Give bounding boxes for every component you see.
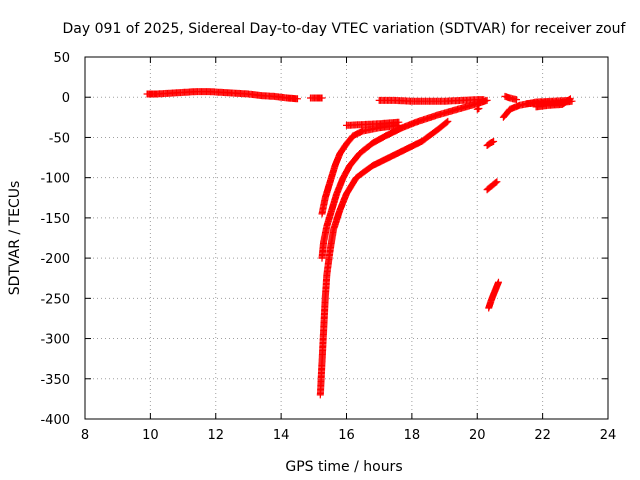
y-axis-title: SDTVAR / TECUs: [7, 181, 23, 296]
data-point-markers: [343, 118, 403, 129]
data-point-markers: [532, 95, 574, 111]
series-arc-b: [307, 94, 326, 102]
series-arc-k: [485, 278, 502, 312]
series-arc-o: [532, 95, 574, 111]
x-tick-label: 8: [81, 428, 89, 443]
y-tick-label: -350: [40, 373, 70, 388]
y-tick-label: 0: [62, 91, 70, 106]
data-point-markers: [318, 96, 491, 262]
series-arc-h: [473, 105, 483, 113]
grid-lines: [85, 57, 608, 419]
y-tick-label: -150: [40, 212, 70, 227]
data-point-markers: [143, 88, 301, 103]
x-tick-label: 20: [469, 428, 486, 443]
data-point-markers: [501, 92, 520, 104]
series-arc-j: [483, 178, 501, 194]
series-arc-d: [318, 96, 491, 262]
series-arc-l: [501, 92, 520, 104]
data-point-markers: [318, 121, 403, 218]
y-tick-label: -50: [49, 131, 70, 146]
series-arc-c: [316, 117, 452, 399]
x-axis-title: GPS time / hours: [285, 459, 402, 475]
x-tick-label: 14: [273, 428, 290, 443]
data-point-markers: [307, 94, 326, 102]
y-tick-label: -250: [40, 292, 70, 307]
x-tick-label: 12: [207, 428, 224, 443]
y-tick-label: -200: [40, 252, 70, 267]
y-tick-label: -100: [40, 172, 70, 187]
x-tick-label: 16: [338, 428, 355, 443]
data-point-markers: [485, 278, 502, 312]
y-tick-label: -400: [40, 413, 70, 428]
data-point-markers: [473, 105, 483, 113]
y-tick-label: 50: [53, 51, 70, 66]
data-point-markers: [483, 178, 501, 194]
chart-title: Day 091 of 2025, Sidereal Day-to-day VTE…: [63, 21, 627, 37]
series-arc-g: [375, 96, 488, 105]
series-arc-e: [318, 121, 403, 218]
data-point-markers: [316, 117, 452, 399]
series-arc-f: [343, 118, 403, 129]
x-tick-label: 24: [600, 428, 617, 443]
data-point-markers: [483, 138, 498, 149]
data-point-markers: [375, 96, 488, 105]
axis-ticks: 8 10 12 14 16 18 20 22 24 50 0 -50 -100 -150 -200 -250 -…: [40, 51, 616, 443]
x-tick-label: 22: [534, 428, 551, 443]
series-arc-i: [483, 138, 498, 149]
x-tick-label: 18: [404, 428, 421, 443]
data-series: [143, 88, 576, 399]
series-arc-a: [143, 88, 301, 103]
x-tick-label: 10: [142, 428, 159, 443]
y-tick-label: -300: [40, 333, 70, 348]
